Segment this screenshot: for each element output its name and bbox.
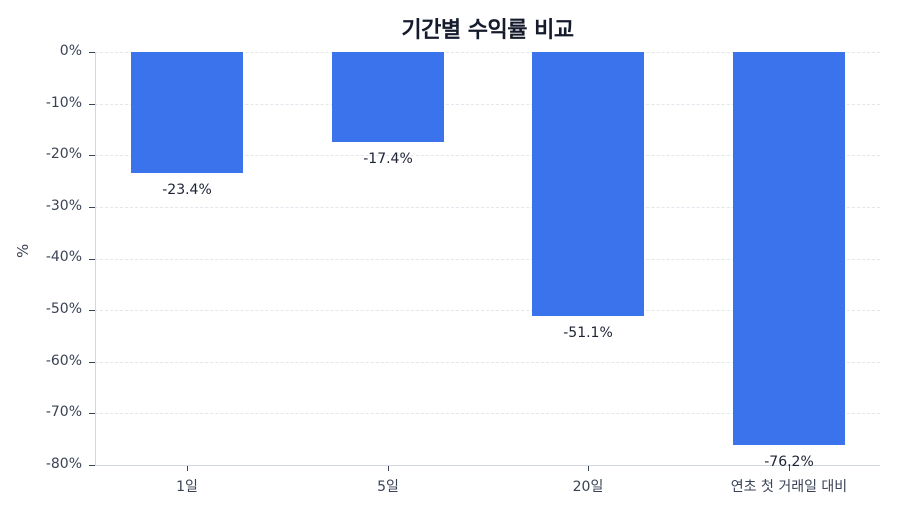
chart-title: 기간별 수익률 비교	[401, 18, 574, 43]
x-tick-label: 5일	[377, 479, 399, 495]
gridline	[95, 413, 880, 415]
gridline	[95, 258, 880, 260]
bar-value-label: -23.4%	[162, 182, 212, 198]
bar-value-label: -51.1%	[563, 325, 613, 341]
y-tick	[89, 310, 95, 312]
y-tick	[89, 258, 95, 260]
x-tick-label: 1일	[176, 479, 198, 495]
y-tick-label: -70%	[45, 404, 82, 420]
y-tick	[89, 103, 95, 105]
y-tick-label: -50%	[45, 301, 82, 317]
x-axis	[95, 465, 880, 466]
x-tick-label: 연초 첫 거래일 대비	[730, 479, 848, 495]
bar-value-label: -17.4%	[363, 151, 413, 167]
gridline	[95, 103, 880, 105]
y-tick-label: -40%	[45, 249, 82, 265]
gridline	[95, 361, 880, 363]
y-tick-label: 0%	[59, 43, 82, 59]
y-tick-label: -80%	[45, 456, 82, 472]
y-tick	[89, 361, 95, 363]
x-tick	[789, 466, 790, 471]
y-tick	[89, 206, 95, 208]
bar-ytd	[733, 52, 845, 446]
gridline	[95, 310, 880, 312]
x-tick-label: 20일	[572, 479, 604, 495]
y-tick	[89, 413, 95, 415]
y-tick-label: -60%	[45, 353, 82, 369]
bar-20day	[532, 52, 644, 316]
x-tick	[187, 466, 188, 471]
y-tick-label: -10%	[45, 95, 82, 111]
x-tick	[588, 466, 589, 471]
plot-area	[95, 52, 880, 465]
gridline	[95, 155, 880, 157]
bar-value-label: -76.2%	[764, 454, 814, 470]
y-tick	[89, 52, 95, 53]
gridline	[95, 52, 880, 53]
bar-5day	[332, 52, 444, 142]
x-tick	[388, 466, 389, 471]
y-tick-label: -20%	[45, 146, 82, 162]
gridline	[95, 206, 880, 208]
y-tick-label: -30%	[45, 198, 82, 214]
y-tick	[89, 155, 95, 157]
bar-1day	[131, 52, 243, 173]
y-tick	[89, 465, 95, 466]
y-axis	[95, 52, 96, 465]
y-axis-label: %	[14, 243, 32, 258]
